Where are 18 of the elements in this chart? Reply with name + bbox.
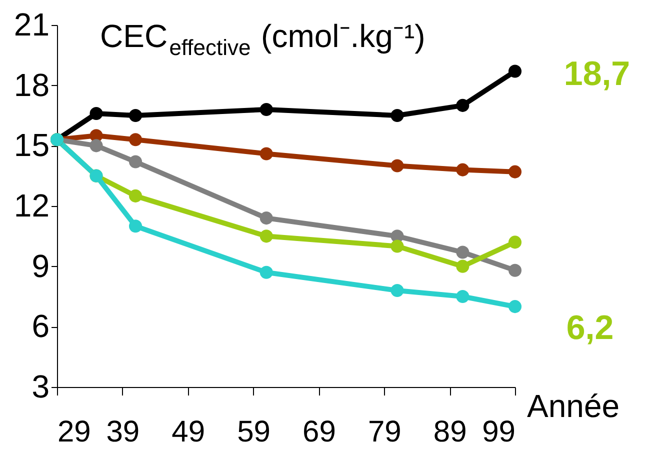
y-tick-label: 9 bbox=[32, 248, 50, 284]
x-tick-label: 69 bbox=[302, 416, 336, 448]
x-tick-label: 39 bbox=[106, 416, 140, 448]
text: 6,2 bbox=[566, 309, 614, 347]
y-tick-label: 3 bbox=[32, 368, 50, 404]
x-tick-label: 59 bbox=[237, 416, 270, 448]
y-tick-label: 12 bbox=[14, 188, 50, 224]
text: 18,7 bbox=[564, 55, 630, 93]
y-tick-label: 15 bbox=[14, 127, 50, 164]
y-tick-label: 18 bbox=[14, 66, 50, 103]
y-tick-label: 21 bbox=[14, 6, 50, 42]
x-tick-label: 89 bbox=[433, 416, 467, 448]
x-tick-label: 79 bbox=[368, 416, 402, 448]
x-tick-label: 29 bbox=[58, 416, 91, 448]
x-tick-label: 99 bbox=[482, 416, 516, 448]
x-tick-label: 49 bbox=[172, 416, 206, 448]
y-tick-label: 6 bbox=[32, 308, 50, 344]
x-axis-title: Année bbox=[527, 388, 620, 424]
